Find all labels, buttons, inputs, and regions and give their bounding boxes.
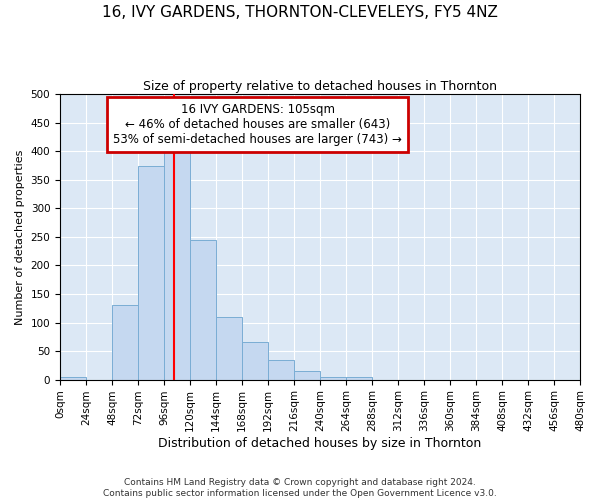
Y-axis label: Number of detached properties: Number of detached properties <box>15 149 25 324</box>
Title: Size of property relative to detached houses in Thornton: Size of property relative to detached ho… <box>143 80 497 93</box>
Bar <box>268 360 294 380</box>
Bar <box>346 376 372 380</box>
Bar <box>164 142 190 380</box>
Text: 16 IVY GARDENS: 105sqm
← 46% of detached houses are smaller (643)
53% of semi-de: 16 IVY GARDENS: 105sqm ← 46% of detached… <box>113 102 402 146</box>
Bar <box>242 342 268 380</box>
Bar <box>138 166 164 380</box>
Text: Contains HM Land Registry data © Crown copyright and database right 2024.
Contai: Contains HM Land Registry data © Crown c… <box>103 478 497 498</box>
Bar <box>294 371 320 380</box>
Bar <box>60 376 86 380</box>
X-axis label: Distribution of detached houses by size in Thornton: Distribution of detached houses by size … <box>158 437 482 450</box>
Bar <box>112 306 138 380</box>
Bar <box>190 240 216 380</box>
Text: 16, IVY GARDENS, THORNTON-CLEVELEYS, FY5 4NZ: 16, IVY GARDENS, THORNTON-CLEVELEYS, FY5… <box>102 5 498 20</box>
Bar <box>320 376 346 380</box>
Bar <box>216 317 242 380</box>
